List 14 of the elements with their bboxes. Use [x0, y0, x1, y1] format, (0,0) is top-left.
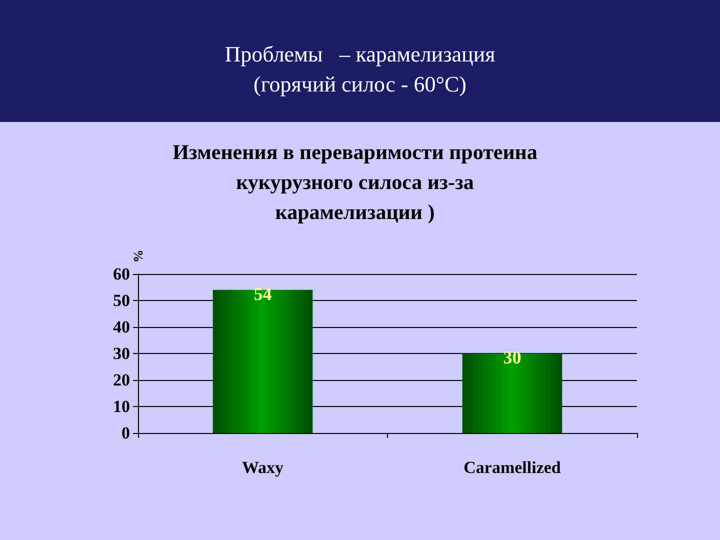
y-tick-label: 60	[113, 264, 130, 284]
data-label: 30	[503, 348, 522, 368]
y-tick-label: 20	[113, 370, 130, 390]
y-tick-label: 50	[113, 291, 130, 310]
y-tick-label: 10	[113, 397, 130, 416]
chart-title: Проблемы – карамелизация (горячий силос - 60°С)	[224, 42, 496, 96]
x-tick-label: Caramellized	[464, 458, 562, 477]
data-label: 54	[254, 284, 272, 304]
x-tick-label: Waxy	[242, 458, 284, 477]
y-tick-label: 30	[113, 344, 130, 363]
y-tick-label: 40	[113, 318, 130, 336]
chart-subtitle: Изменения в переваримости протеина кукурузного силоса из-за карамелизации )	[172, 140, 538, 224]
y-tick-label: 0	[122, 424, 130, 442]
y-axis-title: %	[130, 250, 146, 263]
